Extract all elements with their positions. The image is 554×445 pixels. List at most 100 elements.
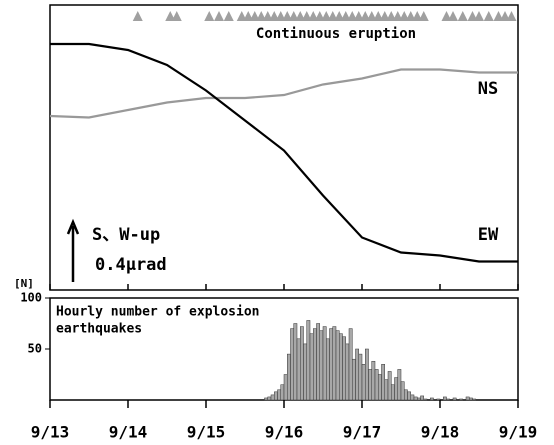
eruption-marker [256,11,267,21]
eruption-marker [399,11,410,21]
eruption-marker [269,11,280,21]
eruption-marker [334,11,345,21]
bar [436,398,441,401]
bar [322,326,327,401]
x-tick-label: 9/19 [499,423,538,442]
bar [335,330,340,401]
eruption-marker [353,11,364,21]
eruption-marker [262,11,273,21]
bar [296,338,301,401]
bar [316,323,320,401]
bar [277,389,281,401]
bar [358,353,363,401]
eruption-marker [314,11,325,21]
bar [348,328,353,401]
eruption-marker [243,11,254,21]
annotation: Continuous eruption [256,26,416,42]
bar [339,333,343,401]
eruption-marker [483,11,494,21]
eruption-marker [275,11,286,21]
eruption-marker [249,11,260,21]
bar [446,398,450,401]
eruption-marker [347,11,358,21]
eruption-marker [373,11,384,21]
eruption-marker [467,11,478,21]
bar [371,360,376,401]
bar [423,398,428,401]
eruption-marker [506,11,517,21]
eruption-marker [448,11,458,21]
bar [384,379,389,401]
bar [465,396,470,401]
eruption-marker [204,11,215,21]
annotation: EW [478,225,499,245]
eruption-marker [340,11,351,21]
series-line [49,68,518,119]
eruption-marker [288,11,299,21]
eruption-marker [360,11,371,21]
bar [391,384,395,401]
annotation: S、W-up [92,225,160,245]
bar [274,391,278,401]
x-tick-label: 9/18 [421,423,460,442]
hist-title: Hourly number of explosion [56,305,260,320]
eruption-marker [457,11,468,21]
bar [352,358,356,401]
eruption-marker [223,11,234,21]
bar [469,397,473,401]
eruption-marker [214,11,224,21]
bar [280,384,285,401]
eruption-marker [165,11,176,21]
bar [290,328,294,401]
bar [326,338,330,401]
bar [319,330,324,401]
bar [287,353,291,401]
series-line [50,42,518,263]
eruption-marker [308,11,319,21]
bar [407,391,411,401]
bar [267,396,272,401]
eruption-marker [392,11,403,21]
bar [410,394,415,401]
bar [368,369,372,401]
bar [443,396,447,401]
bar [459,398,463,401]
bar [329,328,333,401]
bar [283,374,288,401]
eruption-marker [236,11,247,21]
y-tick-label: 50 [28,342,42,356]
bar [303,343,307,401]
bar [378,374,382,401]
eruption-marker [418,11,429,21]
eruption-marker [412,11,423,21]
bar [293,323,298,401]
x-tick-label: 9/15 [187,423,226,442]
bar [309,333,314,401]
eruption-marker [301,11,312,21]
annotation: NS [478,79,498,99]
bar [270,394,275,401]
eruption-marker [441,11,452,21]
eruption-marker [132,11,143,21]
x-tick-label: 9/14 [109,423,148,442]
bar [394,377,398,401]
eruption-marker [474,11,484,21]
bar [452,397,457,401]
y-tick-label: 100 [20,291,42,305]
bar [342,336,346,401]
eruption-marker [366,11,377,21]
bar [361,364,366,401]
eruption-marker [282,11,293,21]
bar [365,348,369,401]
bar [345,343,350,401]
bar [306,320,311,401]
eruption-marker [405,11,416,21]
bar [355,348,359,401]
bar [264,397,268,401]
eruption-marker [321,11,332,21]
eruption-marker [379,11,390,21]
bar [472,398,476,401]
bar [397,369,402,401]
bar [400,381,405,401]
